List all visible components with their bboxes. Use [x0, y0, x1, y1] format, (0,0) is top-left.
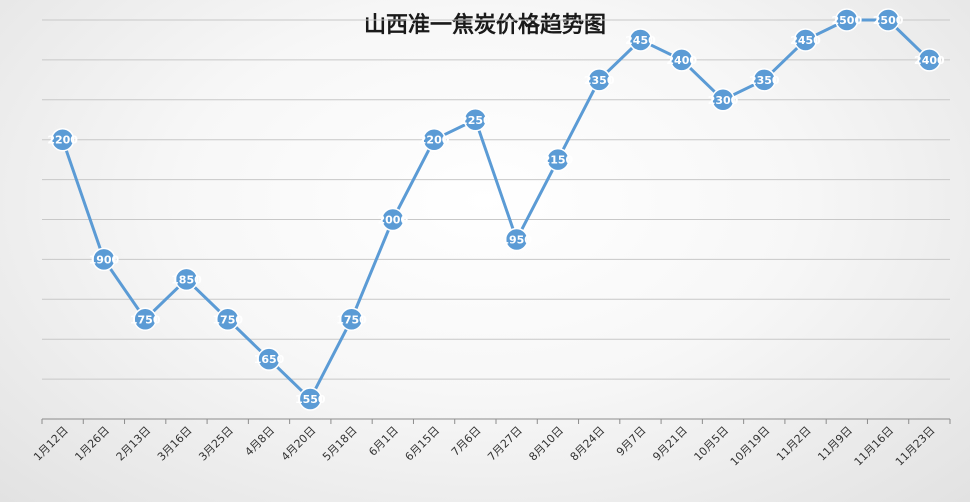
data-point — [92, 247, 116, 272]
data-points — [50, 8, 942, 411]
x-tick-label: 3月25日 — [196, 424, 236, 464]
data-label: 2350 — [584, 74, 615, 87]
x-tick-label: 9月21日 — [650, 424, 690, 464]
x-tick-label: 11月2日 — [774, 424, 814, 464]
series-line-layer — [61, 18, 931, 401]
x-axis: 1月12日 1月26日 2月13日 3月16日 3月25日 4月8日 4月20日 5月18日 6… — [31, 419, 951, 469]
x-tick-label: 8月24日 — [568, 424, 608, 464]
x-tick-label: 11月16日 — [852, 424, 897, 469]
data-label: 1850 — [171, 273, 202, 286]
data-point — [504, 227, 529, 252]
x-tick-label: 7月6日 — [449, 424, 484, 459]
x-tick-label: 7月27日 — [485, 424, 525, 464]
data-label: 1900 — [89, 253, 120, 266]
data-label: 1650 — [254, 353, 285, 366]
x-tick-label: 11月9日 — [815, 424, 855, 464]
data-label: 2250 — [460, 114, 491, 127]
gridlines — [42, 19, 950, 420]
data-label: 1750 — [212, 313, 243, 326]
data-point — [669, 48, 694, 72]
x-tick-label: 9月7日 — [614, 424, 649, 459]
x-tick-label: 8月10日 — [526, 424, 566, 464]
data-label: 2350 — [749, 74, 780, 87]
data-label: 2450 — [625, 34, 656, 47]
x-tick-label: 5月18日 — [320, 424, 360, 464]
x-tick-label: 4月8日 — [242, 424, 277, 459]
data-label: 2200 — [47, 134, 78, 147]
data-label: 1950 — [501, 233, 532, 246]
series-line — [61, 18, 931, 401]
x-tick-label: 11月23日 — [893, 424, 938, 469]
data-label: 1750 — [130, 313, 161, 326]
data-label: 1550 — [295, 393, 326, 406]
data-point — [752, 68, 777, 92]
x-tick-label: 10月19日 — [728, 424, 773, 469]
data-label: 2150 — [543, 154, 574, 167]
data-point — [711, 88, 735, 112]
x-tick-label: 6月1日 — [366, 424, 401, 459]
data-point — [628, 28, 653, 52]
data-label: 2500 — [832, 14, 863, 27]
data-label: 2400 — [666, 54, 697, 67]
data-point — [257, 347, 281, 371]
data-label: 2400 — [914, 54, 945, 67]
data-point — [876, 8, 900, 32]
data-point — [133, 307, 157, 331]
data-label: 2500 — [873, 14, 904, 27]
x-tick-label: 2月13日 — [114, 424, 154, 464]
x-tick-label: 1月26日 — [72, 424, 112, 464]
data-point — [215, 307, 240, 331]
data-label: 2200 — [419, 134, 450, 147]
data-labels: 2200 1900 1750 1850 1750 1650 1550 1750 2000 2200… — [47, 14, 945, 406]
data-label: 1750 — [336, 313, 367, 326]
x-tick-label: 3月16日 — [155, 424, 195, 464]
data-point — [174, 267, 199, 292]
data-point — [298, 387, 323, 411]
x-tick-label: 6月15日 — [403, 424, 443, 464]
x-tick-label: 4月20日 — [279, 424, 319, 464]
data-point — [793, 28, 818, 52]
data-point — [835, 8, 859, 32]
data-point — [422, 127, 446, 152]
chart-title: 山西准一焦炭价格趋势图 — [364, 12, 606, 38]
data-point — [381, 207, 405, 232]
data-label: 2000 — [378, 214, 409, 227]
data-point — [546, 147, 570, 172]
data-point — [587, 68, 611, 92]
data-point — [339, 307, 364, 331]
data-label: 2300 — [708, 94, 739, 107]
x-tick-label: 10月5日 — [692, 424, 732, 464]
x-tick-label: 1月12日 — [31, 424, 71, 464]
data-label: 2450 — [790, 34, 821, 47]
data-point — [50, 127, 75, 152]
data-point — [463, 108, 488, 132]
data-point — [917, 48, 942, 72]
